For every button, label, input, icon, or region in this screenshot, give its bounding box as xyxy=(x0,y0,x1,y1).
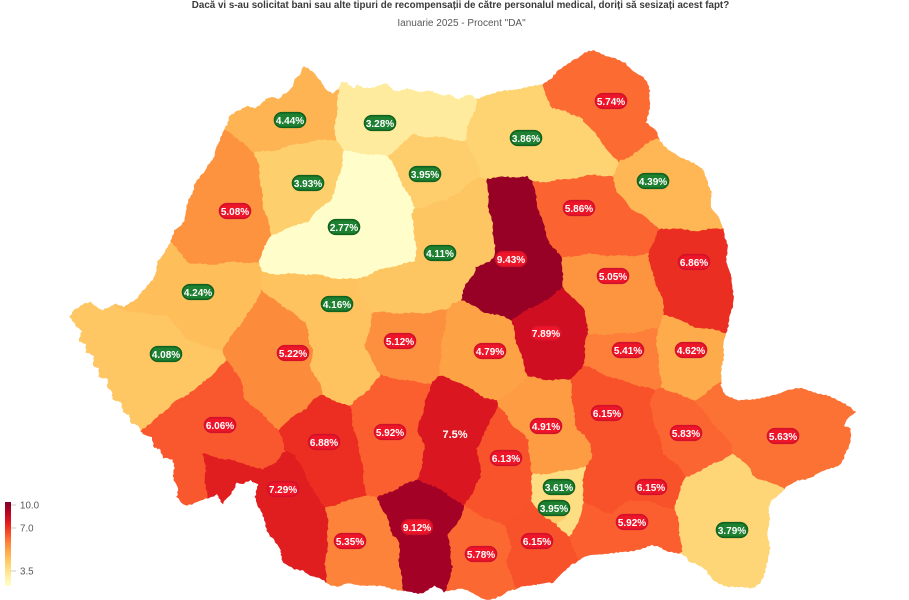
svg-text:4.62%: 4.62% xyxy=(677,346,705,357)
svg-text:3.61%: 3.61% xyxy=(545,483,573,494)
svg-text:5.92%: 5.92% xyxy=(376,428,404,439)
svg-text:4.24%: 4.24% xyxy=(184,288,212,299)
svg-text:7.29%: 7.29% xyxy=(269,485,297,496)
svg-text:5.86%: 5.86% xyxy=(565,204,593,215)
svg-text:5.22%: 5.22% xyxy=(279,349,307,360)
svg-text:4.08%: 4.08% xyxy=(152,350,180,361)
svg-text:5.92%: 5.92% xyxy=(618,518,646,529)
svg-text:6.06%: 6.06% xyxy=(206,421,234,432)
svg-text:3.86%: 3.86% xyxy=(512,134,540,145)
svg-text:4.91%: 4.91% xyxy=(532,422,560,433)
svg-text:5.08%: 5.08% xyxy=(221,207,249,218)
svg-text:5.74%: 5.74% xyxy=(597,97,625,108)
svg-text:4.44%: 4.44% xyxy=(276,116,304,127)
svg-text:6.88%: 6.88% xyxy=(310,438,338,449)
svg-text:6.13%: 6.13% xyxy=(492,454,520,465)
svg-text:6.15%: 6.15% xyxy=(593,409,621,420)
svg-text:6.86%: 6.86% xyxy=(680,258,708,269)
svg-text:5.35%: 5.35% xyxy=(336,537,364,548)
svg-text:4.39%: 4.39% xyxy=(639,177,667,188)
svg-text:7.0: 7.0 xyxy=(20,524,34,535)
svg-text:3.28%: 3.28% xyxy=(366,119,394,130)
svg-text:3.5: 3.5 xyxy=(20,567,34,578)
svg-text:2.77%: 2.77% xyxy=(330,223,358,234)
svg-text:7.89%: 7.89% xyxy=(532,329,560,340)
svg-text:3.95%: 3.95% xyxy=(540,504,568,515)
svg-text:10.0: 10.0 xyxy=(20,501,40,512)
svg-text:5.41%: 5.41% xyxy=(614,346,642,357)
svg-text:9.12%: 9.12% xyxy=(403,523,431,534)
svg-text:5.83%: 5.83% xyxy=(672,429,700,440)
svg-text:4.16%: 4.16% xyxy=(323,300,351,311)
svg-text:4.11%: 4.11% xyxy=(426,249,454,260)
svg-text:5.63%: 5.63% xyxy=(769,432,797,443)
svg-text:5.78%: 5.78% xyxy=(467,550,495,561)
svg-text:3.79%: 3.79% xyxy=(718,526,746,537)
svg-text:6.15%: 6.15% xyxy=(523,537,551,548)
svg-text:3.95%: 3.95% xyxy=(411,170,439,181)
svg-text:9.43%: 9.43% xyxy=(497,255,525,266)
svg-text:3.93%: 3.93% xyxy=(294,179,322,190)
svg-text:7.5%: 7.5% xyxy=(442,429,467,441)
svg-text:6.15%: 6.15% xyxy=(637,483,665,494)
svg-text:5.05%: 5.05% xyxy=(599,272,627,283)
svg-text:5.12%: 5.12% xyxy=(386,337,414,348)
svg-text:4.79%: 4.79% xyxy=(476,347,504,358)
